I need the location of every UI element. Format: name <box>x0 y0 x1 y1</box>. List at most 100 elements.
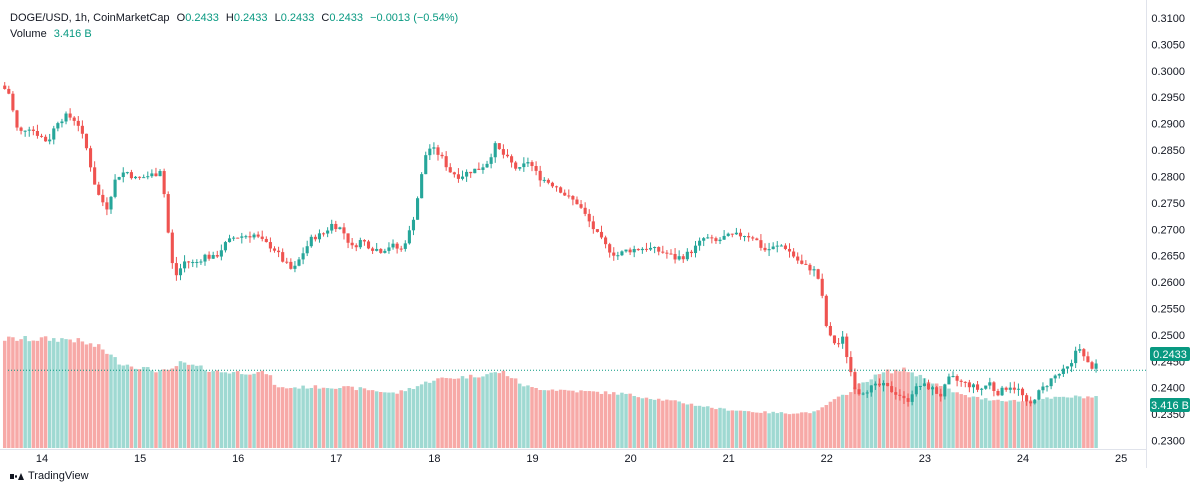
volume-bar <box>1077 396 1082 448</box>
candle-body <box>951 376 955 378</box>
volume-bar <box>452 378 457 448</box>
volume-bar <box>248 374 252 448</box>
volume-bar <box>595 391 600 448</box>
volume-bar <box>522 386 526 448</box>
candle-body <box>448 167 452 173</box>
candle-body <box>174 263 178 276</box>
candle-body <box>379 248 383 253</box>
candle-body <box>894 392 898 395</box>
volume-bar <box>603 391 608 448</box>
volume-bar <box>223 372 228 448</box>
candle-body <box>387 247 391 251</box>
volume-bar <box>636 397 641 448</box>
y-tick-label: 0.2900 <box>1151 119 1185 131</box>
y-tick-label: 0.3000 <box>1151 66 1185 78</box>
volume-bar <box>906 372 910 448</box>
volume-bar <box>808 413 812 448</box>
volume-bar <box>710 407 714 448</box>
volume-bar <box>1024 400 1029 448</box>
candle-body <box>219 250 223 257</box>
candle-body <box>138 176 142 178</box>
volume-bar <box>362 388 367 448</box>
volume-bar <box>240 374 244 448</box>
candle-body <box>522 163 526 168</box>
volume-bar <box>673 400 677 448</box>
y-tick-label: 0.2350 <box>1151 409 1185 421</box>
candle-body <box>1057 373 1061 376</box>
candle-body <box>97 184 101 195</box>
volume-bar <box>346 386 350 448</box>
volume-bar <box>342 386 346 448</box>
candle-body <box>714 238 718 242</box>
candle-body <box>939 393 943 397</box>
volume-bar <box>959 394 963 448</box>
candle-body <box>178 268 183 276</box>
volume-bar <box>738 410 743 448</box>
price-axis[interactable]: 0.3100 0.3050 0.3000 0.2950 0.2900 0.2850 0.28… <box>1151 13 1185 448</box>
time-axis[interactable]: 14 15 16 17 18 19 20 21 22 23 24 25 <box>0 0 1147 468</box>
candle-body <box>853 372 857 390</box>
x-tick-label: 25 <box>1115 453 1127 465</box>
volume-bar <box>947 388 951 448</box>
candle-body <box>195 261 199 263</box>
volume-bar <box>1073 395 1078 448</box>
volume-bar <box>456 378 461 448</box>
volume-bar <box>366 390 371 448</box>
symbol-label[interactable]: DOGE/USD, 1h, CoinMarketCap <box>10 12 170 24</box>
candle-body <box>371 248 375 251</box>
volume-bar <box>902 367 906 448</box>
volume-bar <box>567 390 571 448</box>
volume-bar <box>661 400 665 448</box>
y-tick-label: 0.2600 <box>1151 277 1185 289</box>
candle-body <box>963 381 967 383</box>
candle-body <box>886 382 890 387</box>
candle-body <box>485 163 489 168</box>
volume-bar <box>195 365 199 448</box>
volume-bar <box>297 388 301 448</box>
volume-bar <box>113 357 117 448</box>
candle-body <box>665 252 669 254</box>
volume-bar <box>922 378 927 448</box>
candle-body <box>947 376 951 385</box>
volume-bar <box>497 373 502 448</box>
candle-body <box>223 242 228 251</box>
candle-body <box>477 168 481 170</box>
candle-body <box>72 117 76 121</box>
y-tick-label: 0.2500 <box>1151 330 1185 342</box>
volume-bar <box>648 399 653 448</box>
volume-bar <box>219 372 224 448</box>
candle-body <box>1061 368 1065 374</box>
candle-body <box>747 236 751 238</box>
candle-body <box>39 135 44 137</box>
volume-bar <box>988 400 992 448</box>
volume-bar <box>681 403 685 448</box>
volume-bar <box>211 371 215 448</box>
volume-row: Volume 3.416 B <box>10 26 458 42</box>
candle-body <box>121 172 125 178</box>
tradingview-logo[interactable]: TradingView <box>10 470 89 482</box>
volume-bar <box>191 364 195 448</box>
volume-bar <box>857 383 861 448</box>
candle-body <box>673 253 677 260</box>
volume-bar <box>170 368 175 448</box>
volume-bar <box>983 398 988 448</box>
candle-body <box>550 182 555 187</box>
candle-body <box>166 194 170 233</box>
candle-body <box>587 213 591 222</box>
volume-bar <box>325 388 330 448</box>
volume-bar <box>795 413 800 448</box>
candle-body <box>1074 350 1078 364</box>
candle-body <box>1025 395 1029 402</box>
candle-body <box>493 143 497 158</box>
volume-key[interactable]: Volume <box>10 28 47 40</box>
volume-bar <box>558 389 563 448</box>
candle-body <box>926 383 931 390</box>
price-badge: 0.2433 <box>1150 347 1190 361</box>
volume-bar <box>583 391 587 448</box>
volume-bar <box>301 385 305 448</box>
ohlc-row: DOGE/USD, 1h, CoinMarketCap O0.2433 H0.2… <box>10 10 458 26</box>
candle-body <box>514 162 518 169</box>
volume-badge-label: 3.416 B <box>1151 400 1189 412</box>
volume-bar <box>27 341 31 448</box>
